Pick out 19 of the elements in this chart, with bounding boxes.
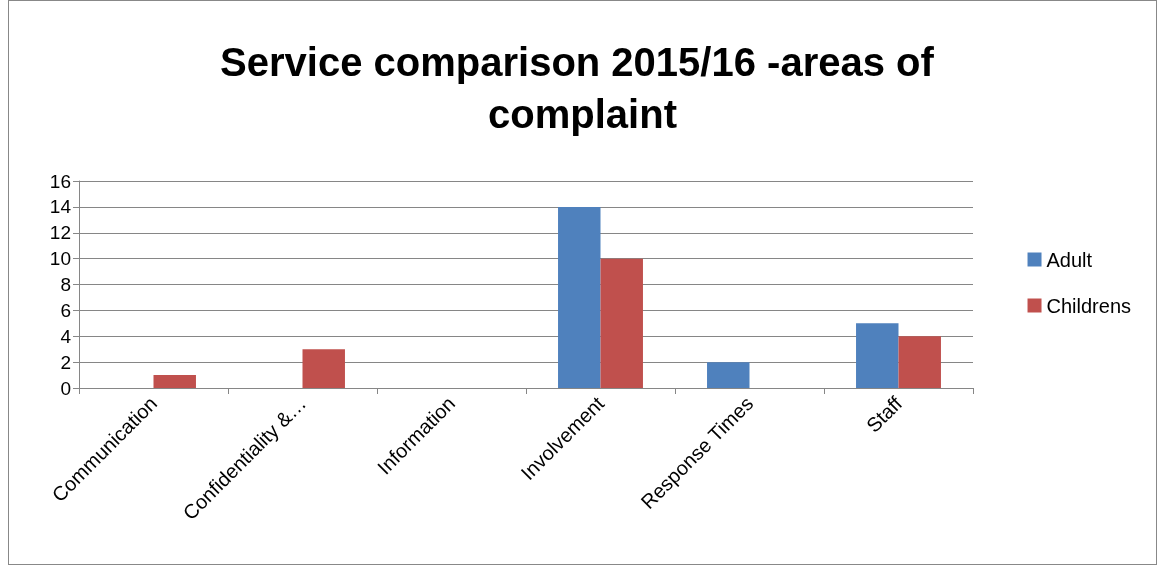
- chart-title: Service comparison 2015/16 -areas of complaint: [220, 40, 945, 136]
- bar: [153, 375, 196, 388]
- y-tick-label: 8: [60, 274, 71, 295]
- y-tick-label: 14: [49, 196, 72, 218]
- bar: [558, 206, 601, 388]
- y-tick-label: 0: [60, 377, 71, 399]
- bar: [898, 336, 941, 388]
- y-tick-label: 10: [49, 248, 71, 270]
- bar: [302, 349, 345, 388]
- y-tick-label: 12: [49, 222, 71, 244]
- legend-label: Adult: [1046, 248, 1093, 271]
- y-tick-label: 6: [60, 299, 71, 321]
- y-tick-label: 4: [60, 325, 72, 347]
- bar: [856, 323, 899, 388]
- bar: [600, 258, 643, 388]
- y-tick-label: 16: [49, 170, 71, 192]
- y-tick-label: 2: [60, 351, 71, 373]
- legend-label: Childrens: [1046, 294, 1131, 317]
- bar: [707, 362, 750, 388]
